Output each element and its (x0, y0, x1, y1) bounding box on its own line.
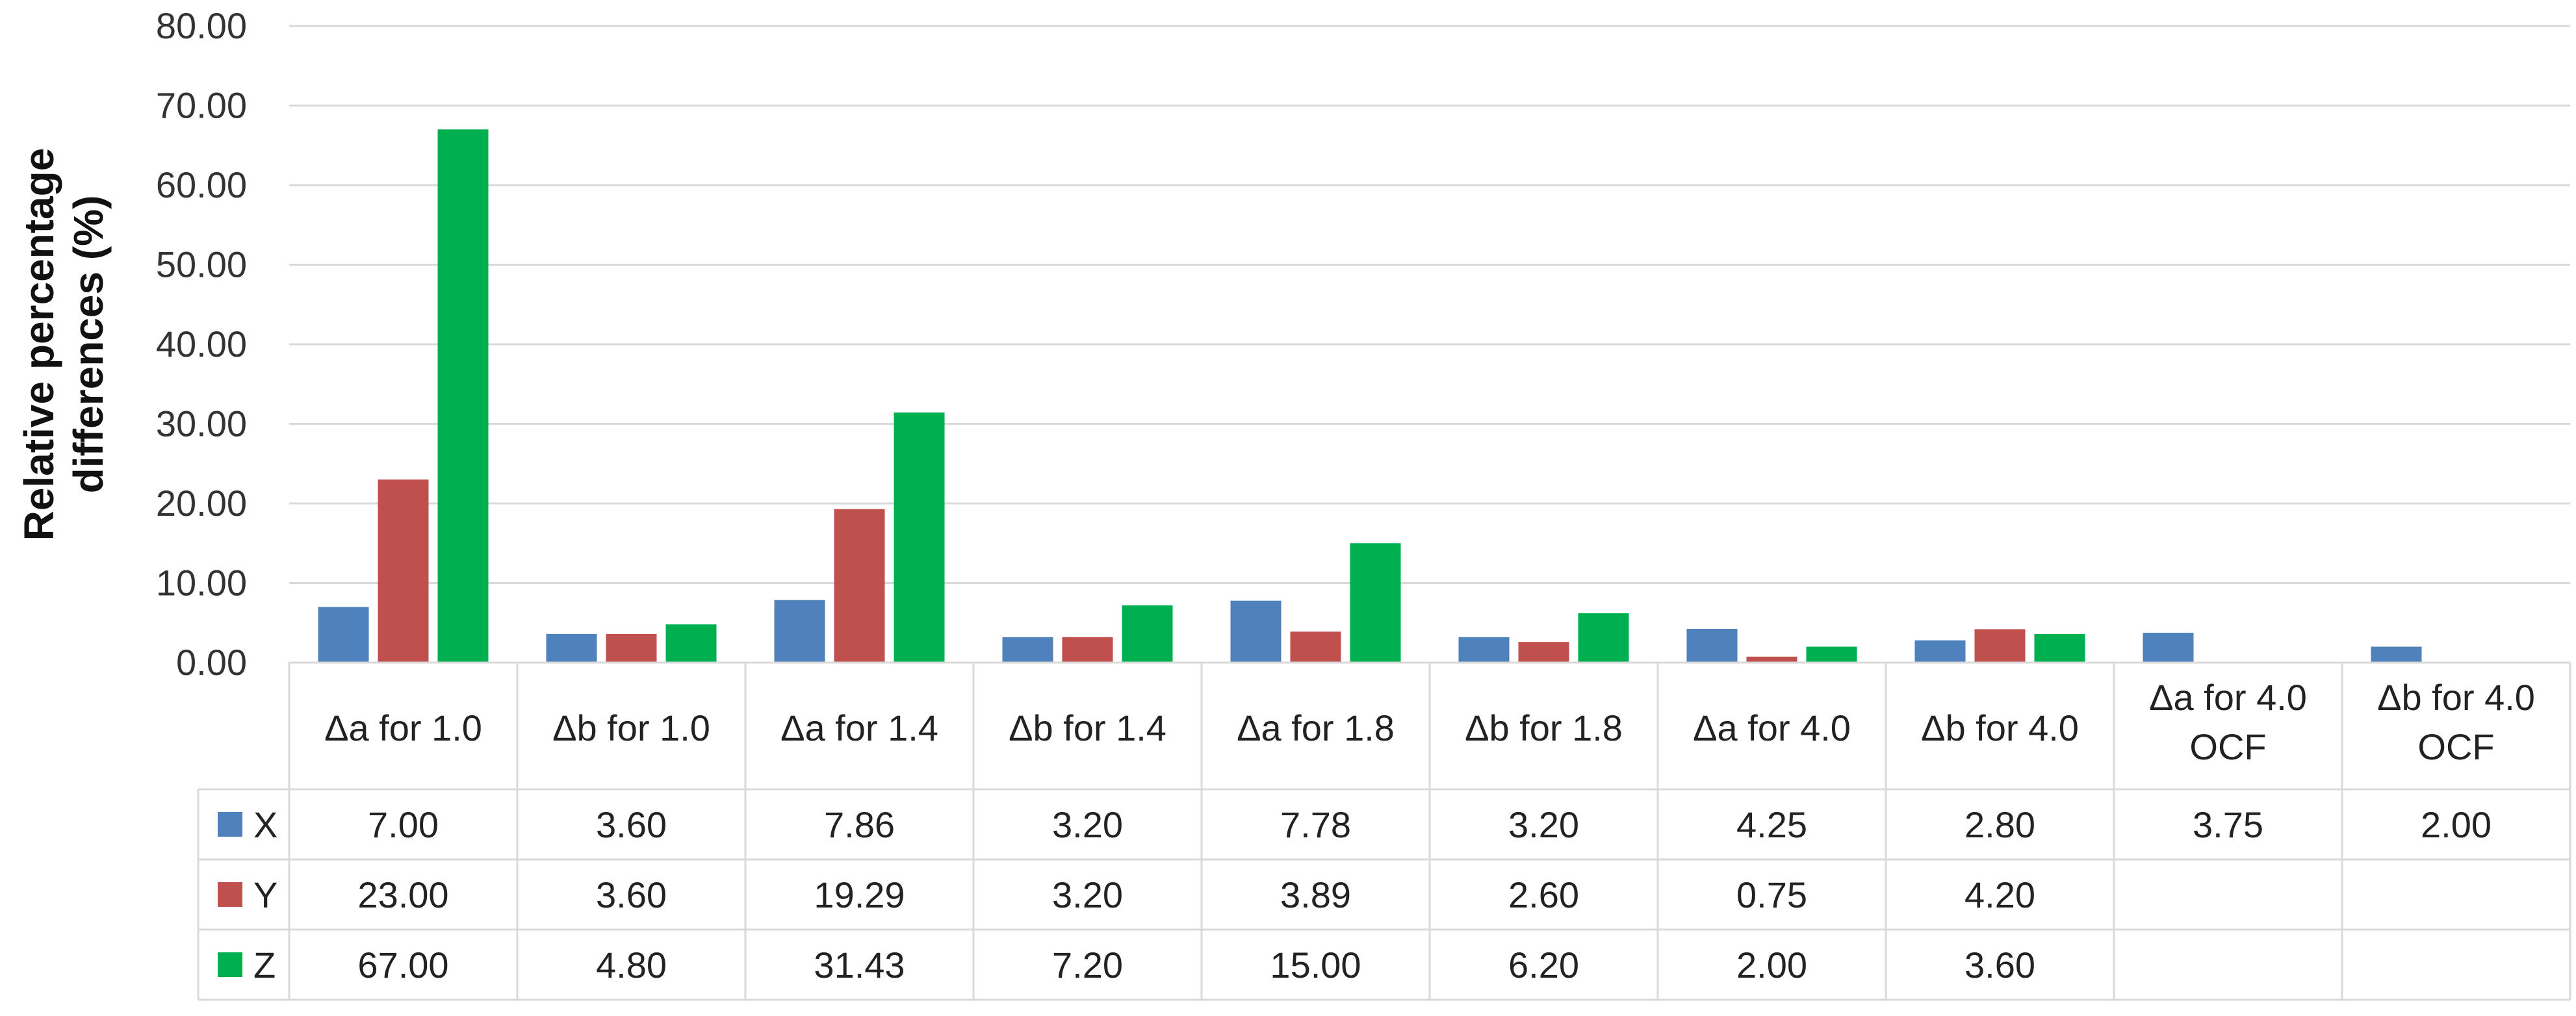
category-label: Δa for 1.8 (1237, 707, 1395, 748)
bar-x (774, 600, 825, 663)
bar-x (1230, 600, 1282, 663)
category-label: Δa for 1.0 (324, 707, 482, 748)
category-label: Δa for 4.0 (1693, 707, 1851, 748)
bar-x (2143, 633, 2194, 663)
bar-z (894, 412, 945, 663)
category-label: Δb for 1.4 (1009, 707, 1166, 748)
data-label: 2.00 (2421, 804, 2492, 845)
gridlines (289, 25, 2570, 584)
y-axis-label-line: differences (%) (65, 196, 112, 494)
data-label: 0.75 (1736, 874, 1807, 915)
bar-z (1350, 543, 1401, 663)
data-label: 7.86 (824, 804, 895, 845)
data-label: 3.60 (596, 874, 667, 915)
y-tick-label: 40.00 (156, 324, 247, 364)
data-label: 2.00 (1736, 945, 1807, 985)
bar-y (1062, 637, 1113, 663)
data-label: 3.75 (2193, 804, 2263, 845)
y-tick-label: 80.00 (156, 5, 247, 46)
bar-z (1806, 646, 1857, 663)
bar-z (665, 624, 717, 663)
bar-z (437, 129, 489, 663)
y-axis-ticks: 0.00 10.00 20.00 30.00 40.00 50.00 60.00 70.00 8… (156, 5, 247, 683)
bar-z (2034, 633, 2085, 663)
data-label: 15.00 (1270, 945, 1361, 985)
bar-y (834, 509, 885, 663)
bar-x (546, 633, 597, 663)
y-tick-label: 50.00 (156, 244, 247, 285)
y-tick-label: 20.00 (156, 483, 247, 524)
category-label: Δb for 4.0 (1921, 707, 2079, 748)
data-table: Δa for 1.0 Δb for 1.0 Δa for 1.4 Δb for 1.4… (197, 661, 2571, 1001)
y-tick-label: 30.00 (156, 403, 247, 444)
category-label: Δa for 4.0 (2149, 677, 2307, 718)
data-label: 3.89 (1280, 874, 1351, 915)
data-label: 2.60 (1508, 874, 1579, 915)
category-label: OCF (2417, 726, 2494, 767)
legend-key-y (218, 882, 242, 907)
data-label: 7.00 (368, 804, 439, 845)
data-label: 7.20 (1052, 945, 1123, 985)
data-label: 4.80 (596, 945, 667, 985)
data-label: 7.78 (1280, 804, 1351, 845)
data-label: 3.60 (596, 804, 667, 845)
category-label: Δb for 4.0 (2377, 677, 2535, 718)
bar-y (1974, 629, 2026, 663)
data-label: 31.43 (814, 945, 905, 985)
y-tick-label: 0.00 (176, 642, 247, 683)
bar-x (1002, 637, 1053, 663)
data-label: 19.29 (814, 874, 905, 915)
bar-x (2371, 646, 2422, 663)
category-label: OCF (2189, 726, 2266, 767)
legend-key-x (218, 812, 242, 837)
bar-x (318, 607, 369, 663)
legend-label: Z (253, 945, 276, 985)
category-label: Δb for 1.0 (552, 707, 710, 748)
category-label: Δb for 1.8 (1465, 707, 1623, 748)
bar-z (1578, 613, 1629, 663)
bar-x (1914, 640, 1966, 663)
bar-x (1458, 637, 1510, 663)
data-label: 3.20 (1052, 874, 1123, 915)
data-label: 3.20 (1052, 804, 1123, 845)
data-label: 3.60 (1964, 945, 2035, 985)
y-tick-label: 70.00 (156, 85, 247, 126)
legend-key-z (218, 952, 242, 977)
y-tick-label: 60.00 (156, 164, 247, 205)
data-label: 6.20 (1508, 945, 1579, 985)
bar-x (1686, 628, 1738, 663)
bar-y (606, 633, 657, 663)
bar-y (1746, 656, 1797, 663)
bars (318, 129, 2422, 663)
bar-y (378, 479, 429, 663)
data-label: 4.25 (1736, 804, 1807, 845)
data-label: 2.80 (1964, 804, 2035, 845)
legend-label: Y (253, 874, 277, 915)
bar-y (1290, 631, 1341, 663)
data-label: 4.20 (1964, 874, 2035, 915)
y-tick-label: 10.00 (156, 563, 247, 603)
bar-z (1122, 605, 1173, 663)
data-label: 3.20 (1508, 804, 1579, 845)
y-axis-label: Relative percentage differences (%) (16, 148, 112, 541)
data-label: 67.00 (357, 945, 448, 985)
category-label: Δa for 1.4 (780, 707, 938, 748)
bar-y (1518, 642, 1569, 663)
data-label: 23.00 (357, 874, 448, 915)
legend-label: X (253, 804, 277, 845)
y-axis-label-line: Relative percentage (16, 148, 62, 541)
